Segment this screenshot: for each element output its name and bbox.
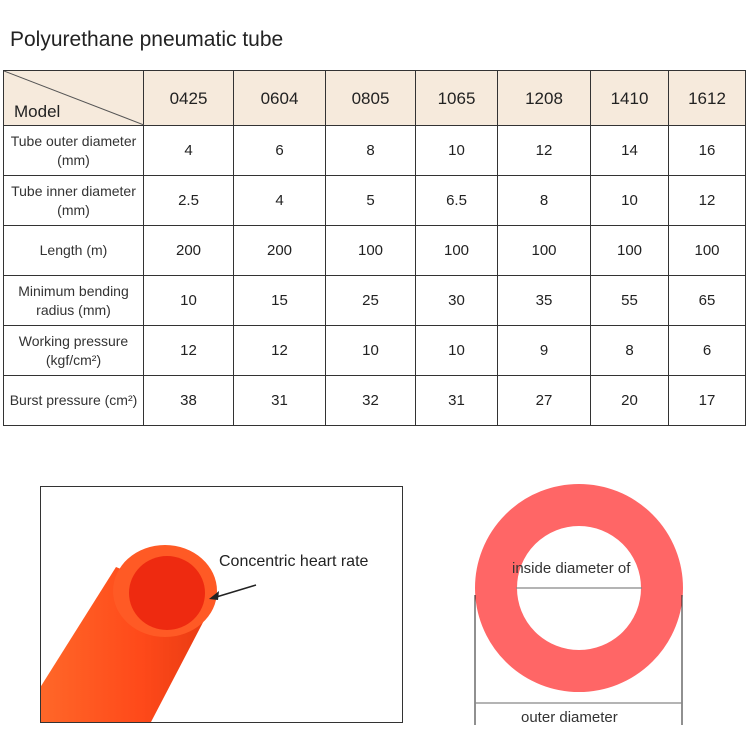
model-header: 1612 [668,70,746,126]
header-row: Model 0425 0604 0805 1065 1208 1410 1612 [3,70,746,126]
table-cell: 4 [233,175,326,226]
table-cell: 31 [233,375,326,426]
table-cell: 9 [497,325,591,376]
row-label: Minimum bending radius (mm) [3,275,144,326]
table-cell: 17 [668,375,746,426]
model-header: 0805 [325,70,416,126]
model-header: 1065 [415,70,498,126]
table-cell: 35 [497,275,591,326]
table-cell: 100 [668,225,746,276]
tube-photo: Concentric heart rate [40,486,403,723]
table-cell: 10 [325,325,416,376]
table-cell: 12 [497,125,591,176]
table-cell: 10 [415,125,498,176]
table-cell: 100 [415,225,498,276]
model-label: Model [14,102,61,121]
row-label: Working pressure (kgf/cm²) [3,325,144,376]
table-cell: 38 [143,375,234,426]
table-cell: 12 [143,325,234,376]
model-header: 1410 [590,70,669,126]
row-label: Burst pressure (cm²) [3,375,144,426]
table-cell: 55 [590,275,669,326]
spec-table: Model 0425 0604 0805 1065 1208 1410 1612… [3,70,746,426]
table-row: Burst pressure (cm²) 38 31 32 31 27 20 17 [3,375,746,426]
model-header: 1208 [497,70,591,126]
row-label: Tube outer diameter (mm) [3,125,144,176]
table-cell: 200 [233,225,326,276]
tube-illustration [41,545,257,722]
model-header: 0425 [143,70,234,126]
table-row: Working pressure (kgf/cm²) 12 12 10 10 9 8 6 [3,325,746,376]
table-row: Length (m) 200 200 100 100 100 100 100 [3,225,746,276]
inside-diameter-label: inside diameter of [512,560,631,577]
table-cell: 14 [590,125,669,176]
diagonal-divider [4,71,144,125]
table-cell: 10 [143,275,234,326]
table-row: Minimum bending radius (mm) 10 15 25 30 35 55 6… [3,275,746,326]
table-cell: 32 [325,375,416,426]
table-cell: 5 [325,175,416,226]
table-cell: 12 [233,325,326,376]
table-cell: 6 [233,125,326,176]
row-label: Tube inner diameter (mm) [3,175,144,226]
tube-ring [475,484,683,692]
table-cell: 30 [415,275,498,326]
cross-section-diagram [474,484,683,725]
table-cell: 16 [668,125,746,176]
table-row: Tube inner diameter (mm) 2.5 4 5 6.5 8 10 12 [3,175,746,226]
table-cell: 8 [325,125,416,176]
table-cell: 6.5 [415,175,498,226]
table-cell: 15 [233,275,326,326]
model-header: 0604 [233,70,326,126]
table-row: Tube outer diameter (mm) 4 6 8 10 12 14 16 [3,125,746,176]
table-cell: 10 [590,175,669,226]
table-cell: 10 [415,325,498,376]
table-cell: 20 [590,375,669,426]
page-title: Polyurethane pneumatic tube [10,28,284,51]
table-cell: 2.5 [143,175,234,226]
table-cell: 4 [143,125,234,176]
table-cell: 100 [325,225,416,276]
table-cell: 200 [143,225,234,276]
table-cell: 100 [497,225,591,276]
corner-cell: Model [3,70,144,126]
table-cell: 100 [590,225,669,276]
table-cell: 12 [668,175,746,226]
table-cell: 8 [497,175,591,226]
table-cell: 31 [415,375,498,426]
row-label: Length (m) [3,225,144,276]
outer-diameter-label: outer diameter [521,709,618,726]
table-cell: 65 [668,275,746,326]
table-cell: 6 [668,325,746,376]
table-cell: 25 [325,275,416,326]
table-cell: 8 [590,325,669,376]
arrow-icon [212,584,257,599]
annotation-label: Concentric heart rate [219,553,369,570]
table-cell: 27 [497,375,591,426]
